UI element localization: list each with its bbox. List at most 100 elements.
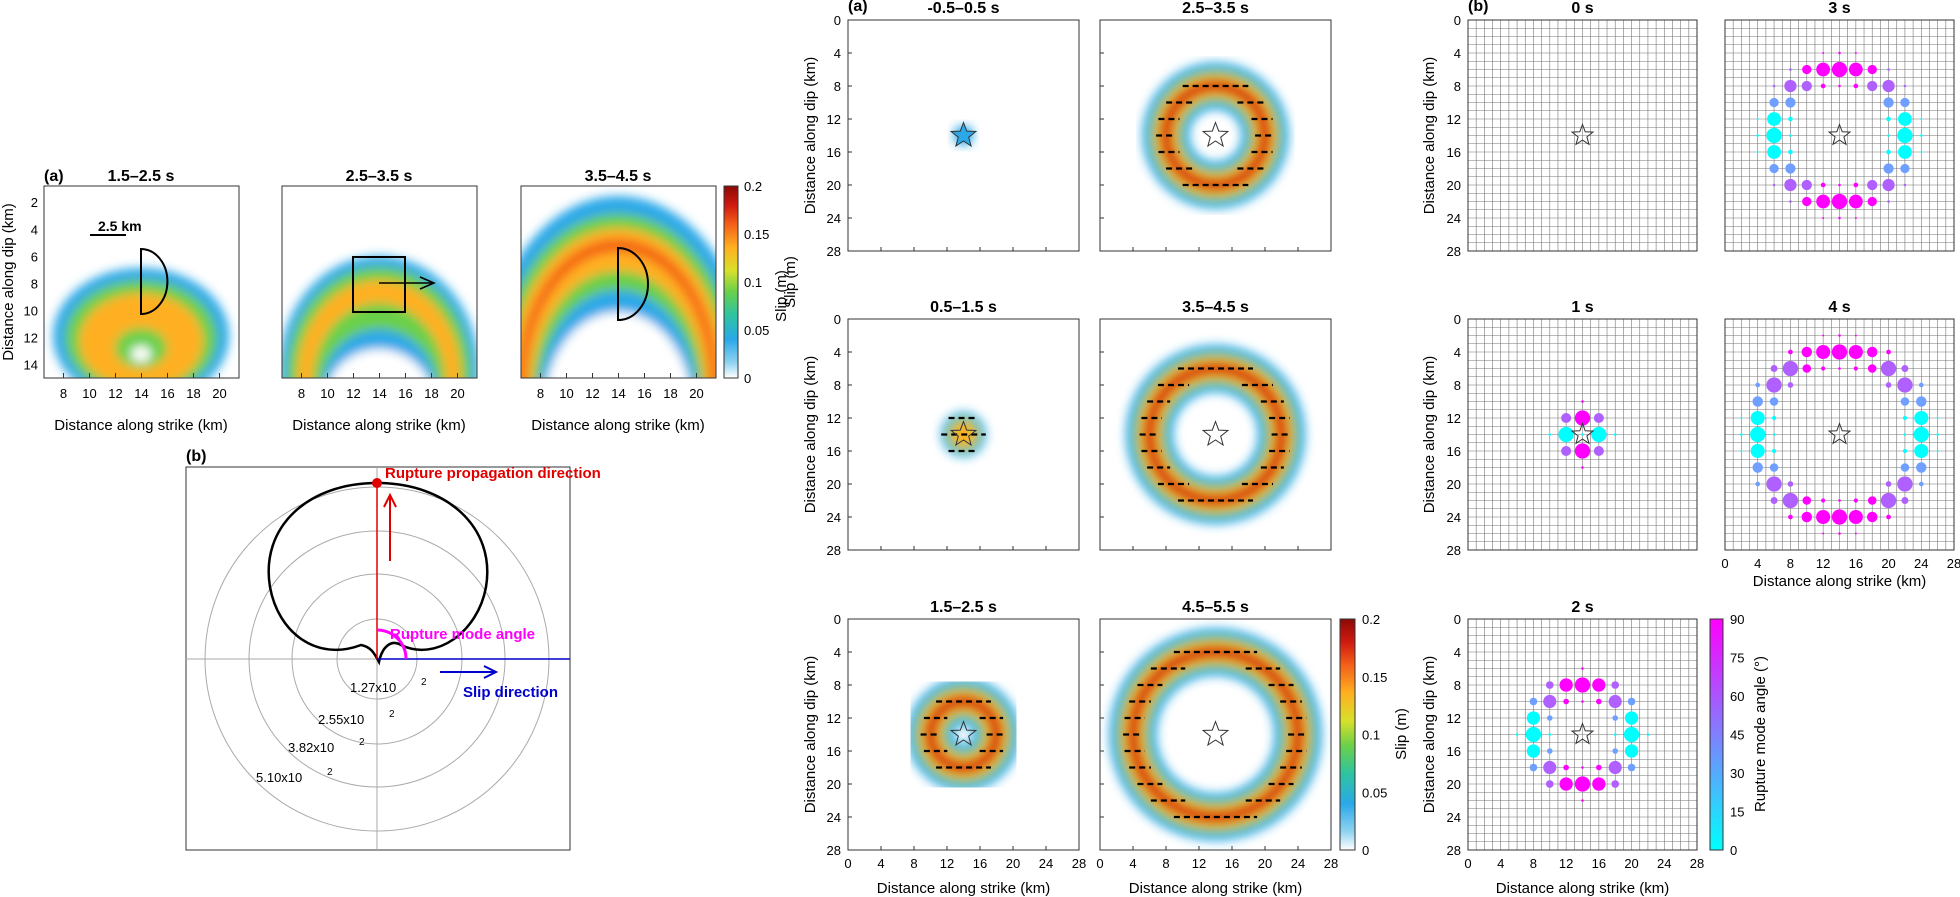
mode-dot — [1526, 744, 1541, 758]
hypocenter-star-icon — [1201, 420, 1230, 447]
mode-dot — [1788, 514, 1793, 520]
colorbar-ticks: 0.2 0.15 0.1 0.05 0 — [1362, 612, 1387, 858]
panel-frame — [1724, 19, 1955, 252]
y-tick-label: 12 — [24, 330, 38, 345]
y-tick-label: 8 — [1454, 79, 1461, 94]
mode-dot — [1914, 410, 1929, 426]
y-tick-label: 0 — [834, 612, 841, 627]
panel-frame — [847, 618, 1080, 851]
y-tick-label: 4 — [1454, 345, 1461, 360]
x-tick-label: 12 — [1816, 556, 1830, 571]
mode-dot — [1936, 433, 1939, 436]
mode-dot — [1848, 62, 1863, 77]
mode-dot — [1822, 334, 1825, 337]
colorbar-tick-label: 0.2 — [1362, 612, 1380, 627]
ring-exponent: 2 — [421, 677, 427, 688]
mode-dot — [1897, 127, 1913, 144]
mode-dot — [1788, 149, 1793, 155]
mode-dot — [1772, 183, 1776, 187]
x-tick-label: 16 — [160, 386, 174, 401]
mode-dot — [1887, 134, 1890, 137]
mode-dot — [1788, 349, 1793, 355]
y-tick-label: 8 — [1454, 378, 1461, 393]
ring-label: 2.55x10 — [318, 712, 364, 727]
mode-dot — [1750, 443, 1765, 459]
rupture-mode-panel: 0 s 0 4 8 12 16 20 24 28 Distance along dip (km) — [1421, 0, 1698, 259]
y-tick-label: 4 — [31, 222, 38, 237]
mode-dot — [1831, 509, 1848, 525]
mode-dot — [1769, 97, 1779, 108]
mode-dot — [1838, 334, 1841, 337]
slip-direction-label: Slip direction — [463, 684, 558, 701]
y-tick-label: 4 — [834, 46, 841, 61]
left-a-label: (a) — [44, 168, 64, 185]
mode-dot — [1772, 433, 1776, 436]
mode-dot — [1756, 151, 1759, 153]
colorbar-tick-label: 0.15 — [744, 227, 769, 242]
mode-dot — [1627, 763, 1636, 772]
mode-dot — [1902, 415, 1907, 421]
colorbar-label: Slip (m) — [782, 256, 799, 308]
mode-dot — [1866, 346, 1878, 358]
y-tick-label: 4 — [1454, 46, 1461, 61]
mode-dot — [1885, 481, 1892, 487]
x-tick-label: 20 — [689, 386, 703, 401]
mode-dot — [1612, 748, 1619, 754]
mode-dot — [1785, 97, 1796, 108]
mode-dot — [1914, 443, 1929, 459]
mode-dot — [1838, 367, 1841, 370]
propagation-label: Rupture propagation direction — [385, 465, 601, 482]
colorbar-ticks: 0.2 0.15 0.1 0.05 0 — [744, 179, 769, 386]
x-tick-label: 12 — [1559, 856, 1573, 871]
x-axis-label: Distance along strike (km) — [877, 880, 1050, 897]
mode-dot — [1559, 678, 1573, 692]
hypocenter-star-icon — [949, 720, 978, 747]
colorbar-tick-label: 0.1 — [1362, 728, 1380, 743]
y-tick-label: 24 — [1447, 510, 1461, 525]
x-tick-label: 28 — [1072, 856, 1086, 871]
x-tick-label: 18 — [186, 386, 200, 401]
hypocenter-star-icon — [1827, 123, 1852, 146]
mode-dot — [1920, 118, 1923, 120]
mode-dot — [1920, 151, 1923, 153]
mode-dot — [1802, 364, 1812, 373]
left-y-ticks: 2 4 6 8 10 12 14 — [24, 195, 38, 372]
x-tick-label: 12 — [1192, 856, 1206, 871]
panel-frame — [1467, 618, 1698, 851]
mode-dot — [1897, 377, 1913, 393]
x-tick-label: 14 — [134, 386, 148, 401]
colorbar-tick-label: 30 — [1730, 766, 1744, 781]
mode-dot — [1755, 481, 1761, 487]
y-tick-label: 16 — [827, 444, 841, 459]
x-tick-label: 12 — [585, 386, 599, 401]
colorbar-tick-label: 0.05 — [744, 323, 769, 338]
y-axis-label: Distance along dip (km) — [802, 57, 819, 215]
x-tick-label: 4 — [1129, 856, 1136, 871]
mode-dot — [1853, 366, 1858, 371]
polar-panel: Rupture propagation direction Rupture mo… — [185, 465, 601, 851]
mode-dot — [1770, 497, 1778, 504]
colorbar-tick-label: 0.05 — [1362, 785, 1387, 800]
mode-dot — [1592, 777, 1606, 791]
y-tick-label: 28 — [1447, 843, 1461, 858]
mode-dot — [1854, 217, 1857, 219]
y-tick-label: 8 — [834, 79, 841, 94]
panel-title: 4 s — [1828, 299, 1850, 316]
middle-a-label: (a) — [848, 0, 868, 15]
mode-dot — [1816, 344, 1831, 360]
mode-dot — [1920, 134, 1923, 137]
y-tick-label: 2 — [31, 195, 38, 210]
colorbar-tick-label: 0.15 — [1362, 670, 1387, 685]
x-tick-label: 16 — [398, 386, 412, 401]
x-tick-label: 24 — [1039, 856, 1053, 871]
x-tick-label: 16 — [1849, 556, 1863, 571]
mode-dot — [1593, 412, 1604, 424]
mode-dot — [1543, 694, 1557, 709]
panel-frame — [1099, 19, 1332, 252]
mode-dot — [1646, 733, 1650, 736]
y-tick-label: 16 — [1447, 744, 1461, 759]
mode-dot — [1611, 681, 1620, 689]
x-tick-label: 8 — [60, 386, 67, 401]
mode-dot — [1866, 511, 1878, 523]
